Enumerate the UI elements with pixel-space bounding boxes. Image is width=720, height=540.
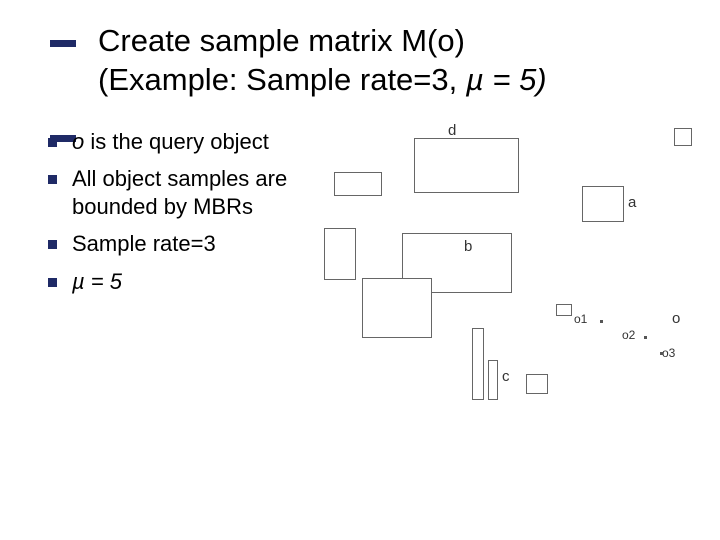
bullet-item: o is the query object: [44, 128, 324, 156]
diagram-box-left-rect: [334, 172, 382, 196]
diagram-label-a: a: [628, 194, 636, 211]
bullet-text: Sample rate=3: [72, 231, 216, 256]
diagram-box-tiny-top-right: [674, 128, 692, 146]
accent-bar-top: [50, 40, 76, 47]
diagram-box-c-tall: [472, 328, 484, 400]
diagram-label-o2: o2: [622, 328, 635, 342]
diagram-dot-0: [600, 320, 603, 323]
bullet-item: µ = 5: [44, 268, 324, 296]
title-line2-prefix: (Example: Sample rate=3,: [98, 62, 466, 97]
bullet-text: µ = 5: [72, 269, 122, 294]
diagram-box-o1-box: [556, 304, 572, 316]
diagram-dot-1: [644, 336, 647, 339]
diagram-label-d: d: [448, 122, 456, 139]
diagram-box-a-box: [582, 186, 624, 222]
diagram-label-b: b: [464, 238, 472, 255]
bullet-text: All object samples are bounded by MBRs: [72, 166, 287, 219]
diagram-area: dabco1o2oo3: [324, 128, 692, 448]
diagram-box-left-mid: [324, 228, 356, 280]
diagram-box-c-short: [488, 360, 498, 400]
diagram-label-c: c: [502, 368, 510, 385]
title-mu: µ = 5): [466, 62, 547, 97]
title-line1: Create sample matrix M(o): [98, 23, 465, 58]
diagram-box-c-small: [526, 374, 548, 394]
slide-title: Create sample matrix M(o) (Example: Samp…: [98, 22, 692, 100]
bullet-text: o: [72, 129, 84, 154]
bullet-text: is the query object: [84, 129, 269, 154]
diagram-box-mid-bottom: [362, 278, 432, 338]
diagram-label-o: o: [672, 310, 680, 327]
diagram-box-d-box: [414, 138, 519, 193]
diagram-label-o3: o3: [662, 346, 675, 360]
bullet-list: o is the query object All object samples …: [44, 128, 324, 448]
bullet-item: All object samples are bounded by MBRs: [44, 165, 324, 220]
diagram-dot-2: [660, 352, 663, 355]
diagram-label-o1: o1: [574, 312, 587, 326]
bullet-item: Sample rate=3: [44, 230, 324, 258]
